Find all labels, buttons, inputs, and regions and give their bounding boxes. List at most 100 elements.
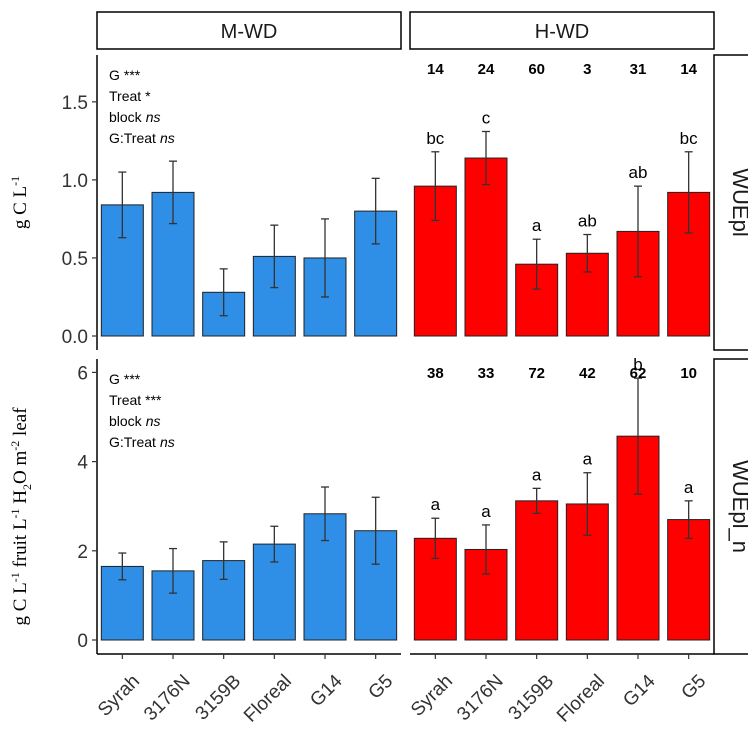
significance-letter: bc [680,129,698,148]
significance-letter: c [482,108,491,127]
significance-letter: ab [629,163,648,182]
sample-count: 62 [630,365,647,382]
y-tick-label: 0 [77,631,88,652]
sample-count: 38 [427,365,444,382]
error-bar [583,472,592,536]
y-axis-title-part: -2 [8,441,22,451]
x-category-label: 3176N [140,671,194,725]
error-bar [270,224,279,289]
stat-annotation: G:Treat ns [109,130,175,146]
significance-letter: a [532,465,542,484]
facet-strip-wuepl_n [713,358,748,655]
sample-count: 10 [680,365,697,382]
y-tick-label: 4 [77,453,88,474]
x-category-label: G14 [619,670,660,711]
y-axis-title-part: -1 [8,572,22,582]
stat-annotation: G:Treat ns [109,434,175,450]
stat-significance: *** [124,371,141,387]
x-category-label: Syrah [407,671,457,721]
y-axis-title: g C L-1 [8,176,31,229]
stat-term: Treat [109,88,141,104]
error-bar [321,486,329,542]
facet-row-label: WUEpl [728,168,748,236]
stat-significance: ns [160,434,175,450]
error-bar [270,525,279,563]
y-tick-label: 6 [77,363,88,384]
x-category-label: Floreal [553,671,609,727]
error-bar [219,268,228,317]
significance-letter: a [481,502,491,521]
y-axis-title-part: g C L [10,582,31,625]
error-bar [634,377,642,495]
significance-letter: b [633,355,642,374]
x-category-label: Floreal [240,671,296,727]
y-axis-title-part: 2 [20,484,34,490]
x-category-label: 3159B [505,671,559,725]
sample-count: 3 [583,61,591,78]
sample-count: 72 [528,365,545,382]
stat-annotation: block ns [109,109,160,125]
facet-strip-label: M-WD [221,21,278,43]
stat-significance: * [145,88,151,104]
y-axis-title-part: -1 [8,508,22,518]
stat-term: block [109,413,143,429]
x-category-label: G14 [306,670,347,711]
y-axis-title: g C L-1 fruit L-1 H2O m-2 leaf [8,407,34,626]
stat-annotation: block ns [109,413,160,429]
stat-significance: *** [145,392,162,408]
y-axis-title-part: leaf [10,407,31,441]
stat-significance: ns [146,413,161,429]
y-axis-title-part: fruit L [10,518,31,572]
x-category-label: G5 [678,671,711,704]
y-axis-title-part: H [10,490,31,509]
stat-annotation: G *** [109,371,141,387]
error-bar [169,547,177,594]
stat-significance: *** [124,67,141,83]
y-tick-label: 1.5 [62,93,88,114]
x-category-label: 3176N [453,671,507,725]
y-tick-label: 2 [77,542,88,563]
significance-letter: ab [578,212,597,231]
error-bar [118,171,127,239]
y-tick-label: 0.0 [62,327,88,348]
facet-row-label: WUEpl_n [728,460,748,553]
stat-term: G [109,67,120,83]
y-tick-label: 1.0 [62,171,88,192]
error-bar [431,151,440,222]
sample-count: 24 [478,61,495,78]
significance-letter: bc [426,129,444,148]
significance-letter: a [532,216,542,235]
stat-significance: ns [160,130,175,146]
facet-strip-h-wd [409,11,715,50]
error-bar [321,218,329,298]
sample-count: 14 [427,61,444,78]
error-bar [118,552,127,581]
error-bar [634,185,642,278]
error-bar [431,517,440,560]
x-category-label: Syrah [94,671,144,721]
sample-count: 14 [680,61,697,78]
stat-term: Treat [109,392,141,408]
facet-strip-wuepl [713,54,748,351]
facet-strip-m-wd [96,11,402,50]
stat-annotation: Treat * [109,88,151,104]
stat-term: G [109,371,120,387]
significance-letter: a [684,478,694,497]
x-category-label: G5 [365,671,398,704]
stat-annotation: G *** [109,67,141,83]
error-bar [532,487,541,514]
stat-term: G:Treat [109,130,156,146]
y-axis-title-superscript: -1 [8,176,22,186]
sample-count: 42 [579,365,596,382]
error-bar [684,500,693,539]
sample-count: 31 [630,61,647,78]
sample-count: 33 [478,365,495,382]
error-bar [684,151,693,234]
facet-strip-label: H-WD [535,21,589,43]
significance-letter: a [583,450,593,469]
error-bar [169,160,177,225]
error-bar [482,524,490,575]
sample-count: 60 [528,61,545,78]
stat-term: block [109,109,143,125]
